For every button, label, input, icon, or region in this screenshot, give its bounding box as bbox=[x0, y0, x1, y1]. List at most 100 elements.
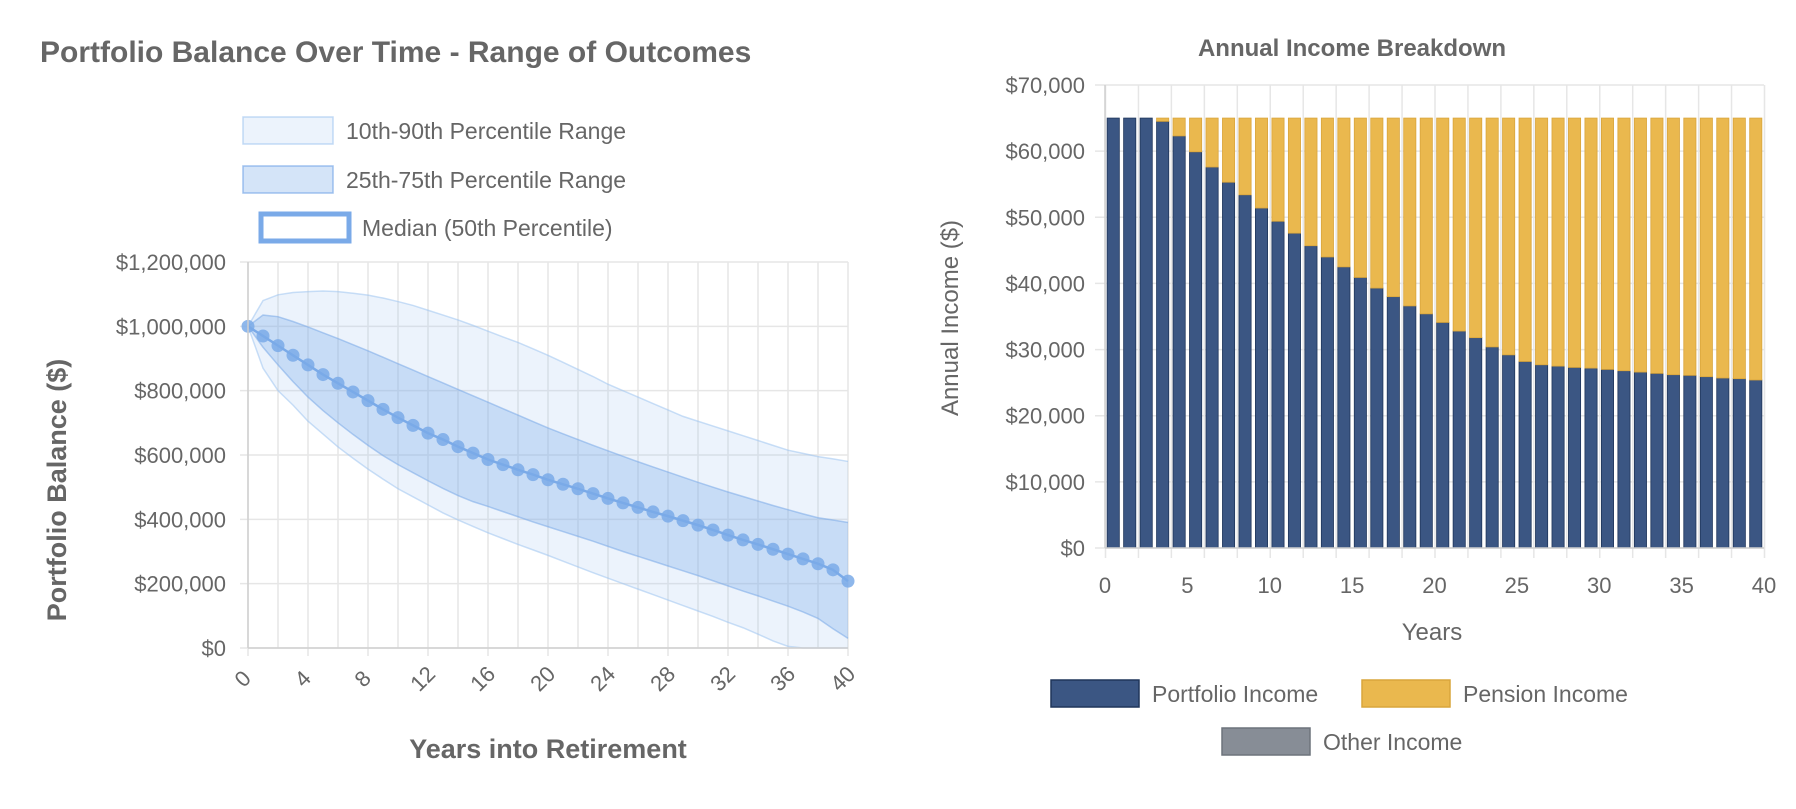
bar-segment bbox=[1320, 117, 1334, 258]
x-tick-label: 10 bbox=[1258, 573, 1282, 598]
y-axis-label: Annual Income ($) bbox=[937, 220, 964, 416]
bar-segment bbox=[1436, 117, 1450, 323]
x-tick-label: 32 bbox=[705, 661, 740, 696]
bar-segment bbox=[1386, 296, 1400, 549]
median-point bbox=[286, 348, 300, 362]
median-point bbox=[586, 487, 600, 501]
bar-segment bbox=[1699, 117, 1713, 378]
bar-segment bbox=[1337, 117, 1351, 268]
bar-segment bbox=[1699, 376, 1713, 549]
median-point bbox=[781, 547, 795, 561]
bar-segment bbox=[1469, 117, 1483, 339]
bar-segment bbox=[1716, 117, 1730, 379]
bar-segment bbox=[1600, 369, 1614, 549]
bar-segment bbox=[1551, 365, 1565, 549]
chart-title: Annual Income Breakdown bbox=[1198, 35, 1506, 62]
bar-segment bbox=[1732, 117, 1746, 380]
annual-income-chart: Annual Income Breakdown $0 $10,000 $20,000… bbox=[900, 0, 1796, 804]
bar-segment bbox=[1238, 194, 1252, 549]
bar-segment bbox=[1123, 117, 1137, 549]
median-point bbox=[406, 418, 420, 432]
x-tick-label: 0 bbox=[230, 666, 256, 692]
y-tick-label: $70,000 bbox=[1005, 73, 1085, 98]
y-tick-label: $20,000 bbox=[1005, 404, 1085, 429]
median-point bbox=[526, 468, 540, 482]
bar-segment bbox=[1666, 117, 1680, 376]
bar-segment bbox=[1271, 117, 1285, 222]
legend-label: Other Income bbox=[1323, 729, 1462, 755]
bar-segment bbox=[1238, 117, 1252, 196]
stacked-bars bbox=[1106, 117, 1763, 549]
bar-segment bbox=[1666, 374, 1680, 549]
bar-segment bbox=[1271, 220, 1285, 549]
median-point bbox=[391, 411, 405, 425]
y-tick-label: $400,000 bbox=[134, 507, 226, 532]
legend-label: Pension Income bbox=[1463, 681, 1628, 707]
x-tick-label: 8 bbox=[350, 666, 376, 692]
legend-swatch bbox=[1221, 727, 1311, 756]
bar-segment bbox=[1222, 117, 1236, 183]
bar-segment bbox=[1650, 117, 1664, 374]
bar-segment bbox=[1683, 117, 1697, 376]
median-point bbox=[841, 574, 855, 588]
bar-segment bbox=[1716, 377, 1730, 549]
y-tick-label: $600,000 bbox=[134, 443, 226, 468]
portfolio-balance-chart: Portfolio Balance Over Time - Range of O… bbox=[0, 0, 900, 804]
band-lower-line bbox=[247, 326, 848, 649]
median-point bbox=[331, 376, 345, 390]
bar-segment bbox=[1502, 354, 1516, 549]
median-point bbox=[706, 523, 720, 537]
median-point bbox=[361, 394, 375, 408]
bar-segment bbox=[1353, 117, 1367, 278]
median-point bbox=[481, 453, 495, 467]
bar-segment bbox=[1568, 117, 1582, 368]
bar-segment bbox=[1172, 117, 1186, 137]
x-axis-label: Years bbox=[1402, 619, 1463, 646]
x-tick-label: 20 bbox=[525, 661, 560, 696]
legend-swatch bbox=[1361, 679, 1451, 708]
bar-segment bbox=[1205, 117, 1219, 168]
bar-segment bbox=[1419, 313, 1433, 549]
bar-segment bbox=[1287, 117, 1301, 234]
y-tick-label: $800,000 bbox=[134, 379, 226, 404]
bar-segment bbox=[1617, 117, 1631, 372]
bar-segment bbox=[1205, 166, 1219, 549]
bar-segment bbox=[1156, 120, 1170, 549]
bar-segment bbox=[1683, 374, 1697, 549]
y-tick-label: $30,000 bbox=[1005, 338, 1085, 363]
bar-segment bbox=[1304, 245, 1318, 549]
bar-segment bbox=[1403, 305, 1417, 549]
median-point bbox=[541, 473, 555, 487]
legend-label: 10th-90th Percentile Range bbox=[346, 118, 626, 144]
bar-segment bbox=[1419, 117, 1433, 315]
bar-segment bbox=[1452, 330, 1466, 549]
bar-segment bbox=[1502, 117, 1516, 356]
median-point bbox=[646, 505, 660, 519]
y-tick-label: $10,000 bbox=[1005, 470, 1085, 495]
median-point bbox=[601, 491, 615, 505]
bar-segment bbox=[1650, 372, 1664, 549]
y-tick-label: $0 bbox=[1061, 536, 1085, 561]
bar-segment bbox=[1749, 117, 1763, 381]
median-point bbox=[691, 518, 705, 532]
x-tick-label: 40 bbox=[1752, 573, 1776, 598]
x-tick-label: 20 bbox=[1422, 573, 1446, 598]
median-point bbox=[676, 514, 690, 528]
band-upper-line bbox=[247, 290, 849, 463]
bar-segment bbox=[1584, 117, 1598, 369]
median-series bbox=[241, 319, 855, 588]
median-point bbox=[271, 339, 285, 353]
annual-income-chart-svg: Annual Income Breakdown $0 $10,000 $20,000… bbox=[937, 35, 1776, 756]
bar-segment bbox=[1600, 117, 1614, 370]
x-tick-label: 28 bbox=[645, 661, 680, 696]
y-tick-label: $0 bbox=[202, 636, 226, 661]
median-point bbox=[766, 542, 780, 556]
median-point bbox=[736, 533, 750, 547]
median-point bbox=[571, 482, 585, 496]
x-tick-label: 0 bbox=[1099, 573, 1111, 598]
median-point bbox=[511, 463, 525, 477]
bar-segment bbox=[1732, 378, 1746, 549]
bar-segment bbox=[1337, 266, 1351, 549]
median-point bbox=[811, 557, 825, 571]
bar-segment bbox=[1535, 117, 1549, 366]
